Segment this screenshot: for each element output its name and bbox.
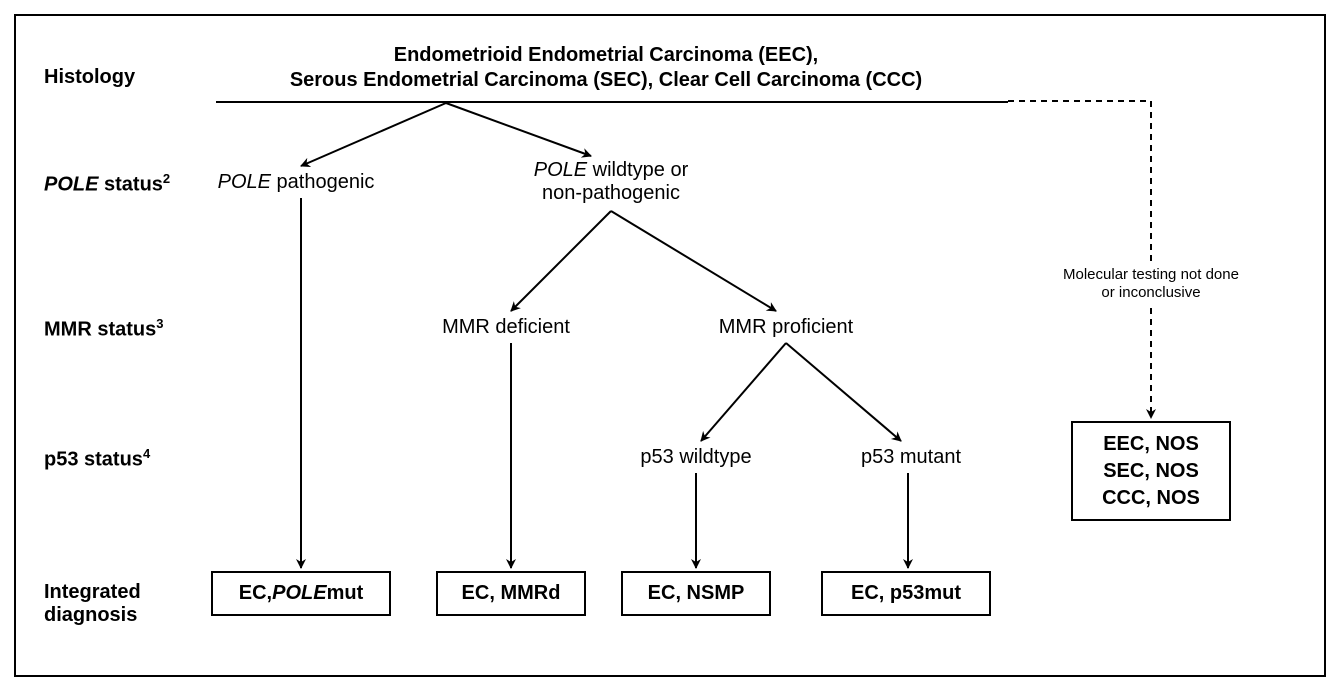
node-pole-wt-italic: POLE bbox=[534, 159, 587, 181]
node-pole-path-post: pathogenic bbox=[271, 171, 374, 193]
box-ec-nsmp: EC, NSMP bbox=[621, 571, 771, 616]
row-label-p53-status: p53 status4 bbox=[44, 446, 150, 472]
node-p53-mutant: p53 mutant bbox=[846, 446, 976, 469]
box-polemut-post: mut bbox=[327, 582, 364, 605]
node-mmr-deficient: MMR deficient bbox=[431, 316, 581, 339]
row-label-mmr-sup: 3 bbox=[156, 316, 163, 331]
node-p53-wildtype: p53 wildtype bbox=[631, 446, 761, 469]
diagram-frame: Histology POLE status2 MMR status3 p53 s… bbox=[14, 14, 1326, 677]
row-label-histology: Histology bbox=[44, 66, 135, 89]
node-pole-wt-post: wildtype or bbox=[587, 159, 688, 181]
box-ec-p53mut: EC, p53mut bbox=[821, 571, 991, 616]
box-nos-line1: EEC, NOS bbox=[1103, 431, 1199, 458]
node-pole-path-italic: POLE bbox=[218, 171, 271, 193]
box-nos: EEC, NOS SEC, NOS CCC, NOS bbox=[1071, 421, 1231, 521]
note-line1: Molecular testing not done bbox=[1063, 266, 1239, 283]
note-line2: or inconclusive bbox=[1101, 284, 1200, 301]
box-nos-line2: SEC, NOS bbox=[1103, 458, 1199, 485]
box-polemut-pre: EC, bbox=[239, 582, 272, 605]
note-molecular-testing: Molecular testing not doneor inconclusiv… bbox=[1051, 266, 1251, 302]
box-nos-line3: CCC, NOS bbox=[1102, 485, 1200, 512]
box-ec-mmrd: EC, MMRd bbox=[436, 571, 586, 616]
title-underline bbox=[216, 101, 1008, 103]
row-label-pole-post: status bbox=[98, 174, 162, 196]
row-label-p53-text: p53 status bbox=[44, 449, 143, 471]
node-mmr-proficient: MMR proficient bbox=[711, 316, 861, 339]
row-label-mmr-status: MMR status3 bbox=[44, 316, 163, 342]
node-pole-wildtype: POLE wildtype ornon-pathogenic bbox=[521, 159, 701, 205]
row-label-pole-status: POLE status2 bbox=[44, 171, 170, 197]
row-label-p53-sup: 4 bbox=[143, 446, 150, 461]
node-pole-pathogenic: POLE pathogenic bbox=[206, 171, 386, 194]
title-line1: Endometrioid Endometrial Carcinoma (EEC)… bbox=[316, 44, 896, 67]
row-label-mmr-text: MMR status bbox=[44, 319, 156, 341]
row-label-pole-sup: 2 bbox=[163, 171, 170, 186]
box-ec-polemut: EC, POLEmut bbox=[211, 571, 391, 616]
row-label-pole-italic: POLE bbox=[44, 174, 98, 196]
row-label-integrated: Integrateddiagnosis bbox=[44, 581, 141, 627]
node-pole-wt-line2: non-pathogenic bbox=[542, 182, 680, 204]
box-polemut-italic: POLE bbox=[272, 582, 326, 605]
title-line2: Serous Endometrial Carcinoma (SEC), Clea… bbox=[246, 69, 966, 92]
